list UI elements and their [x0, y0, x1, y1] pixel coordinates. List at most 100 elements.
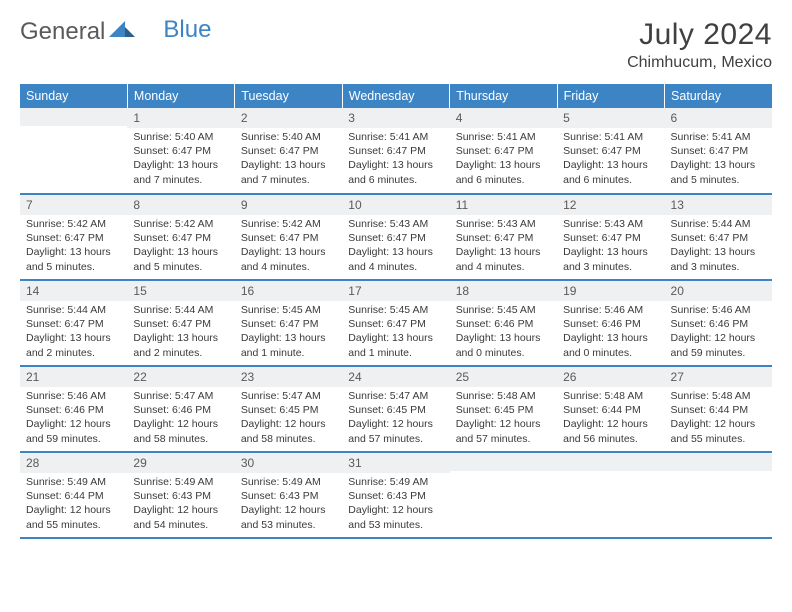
sunset-label: Sunset: 6:47 PM	[671, 231, 766, 245]
day-number: 28	[20, 453, 127, 473]
sunset-label: Sunset: 6:47 PM	[26, 317, 121, 331]
day-number: 5	[557, 108, 664, 128]
daylight-line2: and 4 minutes.	[456, 260, 551, 274]
calendar-cell: 23Sunrise: 5:47 AMSunset: 6:45 PMDayligh…	[235, 366, 342, 452]
logo-triangle-icon	[109, 18, 135, 46]
day-number	[557, 453, 664, 471]
day-number	[665, 453, 772, 471]
day-number: 29	[127, 453, 234, 473]
sunrise-label: Sunrise: 5:42 AM	[241, 217, 336, 231]
sunset-label: Sunset: 6:45 PM	[241, 403, 336, 417]
daylight-line1: Daylight: 13 hours	[241, 245, 336, 259]
daylight-line1: Daylight: 13 hours	[456, 331, 551, 345]
daylight-line1: Daylight: 13 hours	[671, 158, 766, 172]
day-details: Sunrise: 5:46 AMSunset: 6:46 PMDaylight:…	[557, 301, 664, 364]
day-details: Sunrise: 5:44 AMSunset: 6:47 PMDaylight:…	[20, 301, 127, 364]
daylight-line1: Daylight: 13 hours	[348, 331, 443, 345]
calendar-cell: 15Sunrise: 5:44 AMSunset: 6:47 PMDayligh…	[127, 280, 234, 366]
calendar-cell: 16Sunrise: 5:45 AMSunset: 6:47 PMDayligh…	[235, 280, 342, 366]
day-number: 11	[450, 195, 557, 215]
month-title: July 2024	[627, 18, 772, 52]
daylight-line1: Daylight: 12 hours	[133, 417, 228, 431]
day-details: Sunrise: 5:48 AMSunset: 6:45 PMDaylight:…	[450, 387, 557, 450]
sunset-label: Sunset: 6:47 PM	[133, 144, 228, 158]
sunset-label: Sunset: 6:46 PM	[133, 403, 228, 417]
sunrise-label: Sunrise: 5:49 AM	[133, 475, 228, 489]
day-details: Sunrise: 5:46 AMSunset: 6:46 PMDaylight:…	[665, 301, 772, 364]
calendar-cell: 7Sunrise: 5:42 AMSunset: 6:47 PMDaylight…	[20, 194, 127, 280]
daylight-line1: Daylight: 13 hours	[348, 158, 443, 172]
calendar-cell	[665, 452, 772, 538]
sunrise-label: Sunrise: 5:42 AM	[133, 217, 228, 231]
weekday-thursday: Thursday	[450, 84, 557, 108]
daylight-line1: Daylight: 13 hours	[456, 245, 551, 259]
sunset-label: Sunset: 6:46 PM	[563, 317, 658, 331]
calendar-cell: 21Sunrise: 5:46 AMSunset: 6:46 PMDayligh…	[20, 366, 127, 452]
sunrise-label: Sunrise: 5:47 AM	[348, 389, 443, 403]
daylight-line2: and 2 minutes.	[133, 346, 228, 360]
day-details: Sunrise: 5:41 AMSunset: 6:47 PMDaylight:…	[450, 128, 557, 191]
sunrise-label: Sunrise: 5:47 AM	[241, 389, 336, 403]
day-number: 24	[342, 367, 449, 387]
day-details: Sunrise: 5:45 AMSunset: 6:47 PMDaylight:…	[235, 301, 342, 364]
daylight-line1: Daylight: 12 hours	[241, 417, 336, 431]
day-details: Sunrise: 5:44 AMSunset: 6:47 PMDaylight:…	[665, 215, 772, 278]
sunrise-label: Sunrise: 5:43 AM	[563, 217, 658, 231]
daylight-line1: Daylight: 12 hours	[671, 331, 766, 345]
sunrise-label: Sunrise: 5:49 AM	[241, 475, 336, 489]
day-number: 10	[342, 195, 449, 215]
day-number	[450, 453, 557, 471]
day-number	[20, 108, 127, 126]
day-details: Sunrise: 5:47 AMSunset: 6:46 PMDaylight:…	[127, 387, 234, 450]
daylight-line1: Daylight: 12 hours	[348, 417, 443, 431]
sunrise-label: Sunrise: 5:45 AM	[348, 303, 443, 317]
sunrise-label: Sunrise: 5:40 AM	[133, 130, 228, 144]
day-details: Sunrise: 5:42 AMSunset: 6:47 PMDaylight:…	[127, 215, 234, 278]
daylight-line2: and 7 minutes.	[133, 173, 228, 187]
calendar-row: 1Sunrise: 5:40 AMSunset: 6:47 PMDaylight…	[20, 108, 772, 194]
day-details: Sunrise: 5:43 AMSunset: 6:47 PMDaylight:…	[557, 215, 664, 278]
day-number: 6	[665, 108, 772, 128]
day-details: Sunrise: 5:42 AMSunset: 6:47 PMDaylight:…	[235, 215, 342, 278]
calendar-cell: 19Sunrise: 5:46 AMSunset: 6:46 PMDayligh…	[557, 280, 664, 366]
day-number: 18	[450, 281, 557, 301]
day-number: 16	[235, 281, 342, 301]
page-header: General Blue July 2024 Chimhucum, Mexico	[20, 18, 772, 72]
day-details: Sunrise: 5:49 AMSunset: 6:44 PMDaylight:…	[20, 473, 127, 536]
daylight-line2: and 3 minutes.	[563, 260, 658, 274]
daylight-line1: Daylight: 13 hours	[133, 331, 228, 345]
daylight-line1: Daylight: 13 hours	[563, 245, 658, 259]
calendar-cell: 18Sunrise: 5:45 AMSunset: 6:46 PMDayligh…	[450, 280, 557, 366]
daylight-line2: and 1 minute.	[241, 346, 336, 360]
day-details: Sunrise: 5:43 AMSunset: 6:47 PMDaylight:…	[450, 215, 557, 278]
day-details: Sunrise: 5:45 AMSunset: 6:46 PMDaylight:…	[450, 301, 557, 364]
sunrise-label: Sunrise: 5:43 AM	[456, 217, 551, 231]
daylight-line1: Daylight: 13 hours	[563, 158, 658, 172]
sunset-label: Sunset: 6:47 PM	[241, 144, 336, 158]
calendar-row: 14Sunrise: 5:44 AMSunset: 6:47 PMDayligh…	[20, 280, 772, 366]
day-number: 25	[450, 367, 557, 387]
logo: General Blue	[20, 18, 211, 46]
calendar-cell: 22Sunrise: 5:47 AMSunset: 6:46 PMDayligh…	[127, 366, 234, 452]
title-block: July 2024 Chimhucum, Mexico	[627, 18, 772, 72]
sunrise-label: Sunrise: 5:46 AM	[26, 389, 121, 403]
sunset-label: Sunset: 6:47 PM	[241, 317, 336, 331]
daylight-line2: and 57 minutes.	[348, 432, 443, 446]
sunrise-label: Sunrise: 5:44 AM	[133, 303, 228, 317]
calendar-cell: 25Sunrise: 5:48 AMSunset: 6:45 PMDayligh…	[450, 366, 557, 452]
daylight-line2: and 1 minute.	[348, 346, 443, 360]
daylight-line1: Daylight: 13 hours	[241, 331, 336, 345]
sunset-label: Sunset: 6:47 PM	[563, 144, 658, 158]
day-details: Sunrise: 5:44 AMSunset: 6:47 PMDaylight:…	[127, 301, 234, 364]
sunset-label: Sunset: 6:47 PM	[133, 317, 228, 331]
day-number: 7	[20, 195, 127, 215]
daylight-line2: and 53 minutes.	[241, 518, 336, 532]
sunset-label: Sunset: 6:44 PM	[671, 403, 766, 417]
daylight-line1: Daylight: 12 hours	[241, 503, 336, 517]
day-number: 15	[127, 281, 234, 301]
calendar-cell: 28Sunrise: 5:49 AMSunset: 6:44 PMDayligh…	[20, 452, 127, 538]
day-number: 8	[127, 195, 234, 215]
sunset-label: Sunset: 6:43 PM	[241, 489, 336, 503]
calendar-row: 21Sunrise: 5:46 AMSunset: 6:46 PMDayligh…	[20, 366, 772, 452]
calendar-cell: 14Sunrise: 5:44 AMSunset: 6:47 PMDayligh…	[20, 280, 127, 366]
